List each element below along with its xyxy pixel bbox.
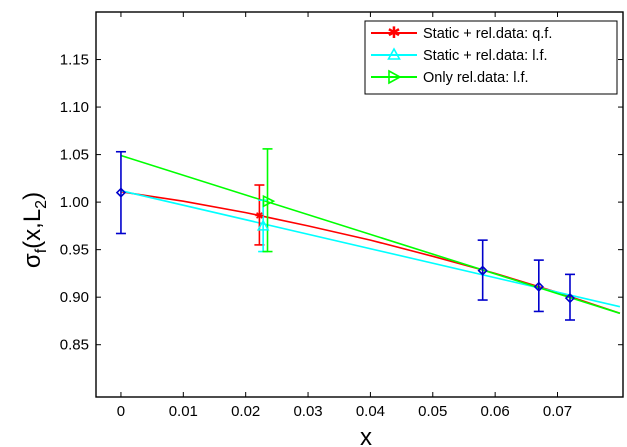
legend-label-qf: Static + rel.data: q.f. — [423, 26, 552, 42]
x-tick-label: 0.06 — [481, 403, 510, 420]
y-axis-title-main: σ — [19, 253, 46, 268]
legend-marker-lf — [387, 47, 401, 60]
marker-series-1 — [256, 219, 270, 231]
x-tick-label: 0.05 — [418, 403, 447, 420]
y-tick-label: 1.05 — [60, 147, 89, 164]
y-axis-title-end: ) — [19, 192, 46, 200]
x-tick-label: 0.07 — [543, 403, 572, 420]
y-tick-label: 0.90 — [60, 289, 89, 306]
plot-frame — [95, 11, 624, 398]
x-tick-label: 0.02 — [231, 403, 260, 420]
y-axis-title-sub2: 2 — [33, 200, 50, 209]
series-curves — [120, 154, 621, 315]
x-axis-ticks: 0 0.01 0.02 0.03 0.04 0.05 0.06 0.07 — [117, 12, 572, 420]
y-tick-label: 0.85 — [60, 337, 89, 354]
x-tick-label: 0 — [117, 403, 125, 420]
x-tick-label: 0.03 — [293, 403, 322, 420]
legend-label-lf: Static + rel.data: l.f. — [423, 48, 548, 64]
legend-marker-rel — [388, 69, 402, 85]
data-markers — [115, 187, 576, 304]
marker-data-0 — [115, 187, 127, 198]
error-bars — [115, 148, 575, 321]
series-line-2 — [120, 154, 621, 315]
y-axis-title: σf(x,L2) — [19, 192, 50, 268]
y-tick-label: 1.10 — [60, 99, 89, 116]
marker-data-1 — [477, 265, 488, 276]
y-tick-label: 1.00 — [60, 194, 89, 211]
marker-data-3 — [564, 293, 576, 304]
axes-box — [95, 11, 624, 398]
x-tick-label: 0.04 — [356, 403, 385, 420]
y-tick-label: 0.95 — [60, 242, 89, 259]
y-tick-label: 1.15 — [60, 52, 89, 69]
x-axis-title: x — [360, 424, 372, 447]
y-axis-title-sub1: f — [33, 248, 50, 253]
series-line-0 — [120, 190, 621, 315]
y-axis-ticks: 0.85 0.90 0.95 1.00 1.05 1.10 1.15 — [60, 52, 623, 354]
marker-series-0 — [255, 211, 264, 220]
legend-label-rel: Only rel.data: l.f. — [423, 70, 529, 86]
legend-marker-qf: ✱ — [387, 23, 400, 42]
y-axis-title-mid: (x,L — [19, 209, 46, 249]
marker-data-2 — [533, 281, 544, 292]
marker-series-2 — [262, 194, 276, 208]
x-tick-label: 0.01 — [169, 403, 198, 420]
legend: ✱ Static + rel.data: q.f. Static + rel.d… — [364, 20, 618, 95]
